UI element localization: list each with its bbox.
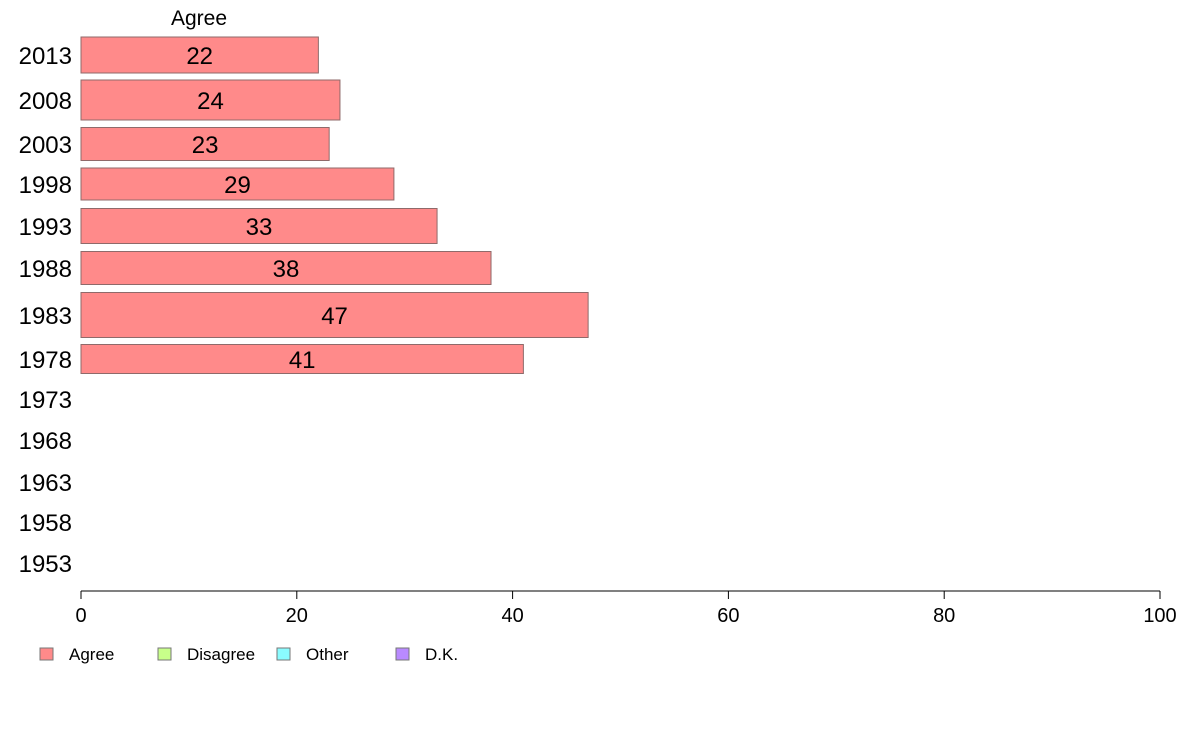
bar <box>80 79 341 121</box>
y-tick-label: 2003 <box>19 132 72 159</box>
y-tick-label: 1983 <box>19 303 72 330</box>
legend-swatch <box>395 647 410 661</box>
bar-value-label: 41 <box>289 347 316 374</box>
bar <box>80 344 524 374</box>
y-tick-label: 1988 <box>19 256 72 283</box>
y-tick-label: 1978 <box>19 347 72 374</box>
bar-value-label: 24 <box>197 88 224 115</box>
bar-value-label: 23 <box>192 132 219 159</box>
legend-swatch <box>276 647 291 661</box>
bar <box>80 251 492 285</box>
legend-label: D.K. <box>425 645 458 664</box>
y-tick-label: 1953 <box>19 551 72 578</box>
y-tick-label: 2013 <box>19 43 72 70</box>
bar-value-label: 33 <box>246 214 273 241</box>
legend-label: Other <box>306 645 349 664</box>
bar <box>80 208 438 244</box>
bar <box>80 292 589 338</box>
y-tick-label: 1963 <box>19 470 72 497</box>
x-axis: 0 20 40 60 80 100 <box>75 590 1177 627</box>
y-tick-label: 1973 <box>19 387 72 414</box>
bar-value-label: 47 <box>321 303 348 330</box>
y-tick-label: 2008 <box>19 88 72 115</box>
y-axis-labels: 2013 2008 2003 1998 1993 1988 1983 1978 1973 1968… <box>19 43 72 578</box>
bar-value-label: 22 <box>186 43 213 70</box>
x-tick-label: 20 <box>286 605 308 627</box>
legend-swatch <box>39 647 54 661</box>
column-title: Agree <box>171 7 227 30</box>
y-tick-label: 1998 <box>19 172 72 199</box>
x-tick-label: 40 <box>501 605 523 627</box>
x-tick-label: 100 <box>1143 605 1176 627</box>
bar <box>80 36 319 74</box>
bar <box>80 167 395 201</box>
x-tick-label: 0 <box>75 605 86 627</box>
legend: Agree Disagree Other D.K. <box>39 645 458 664</box>
legend-label: Disagree <box>187 645 255 664</box>
legend-swatch <box>157 647 172 661</box>
bar-value-label: 29 <box>224 172 251 199</box>
y-tick-label: 1993 <box>19 214 72 241</box>
y-tick-label: 1968 <box>19 428 72 455</box>
bar-value-label: 38 <box>273 256 300 283</box>
y-tick-label: 1958 <box>19 510 72 537</box>
legend-label: Agree <box>69 645 114 664</box>
x-tick-label: 80 <box>933 605 955 627</box>
bar <box>80 127 330 161</box>
x-tick-label: 60 <box>717 605 739 627</box>
